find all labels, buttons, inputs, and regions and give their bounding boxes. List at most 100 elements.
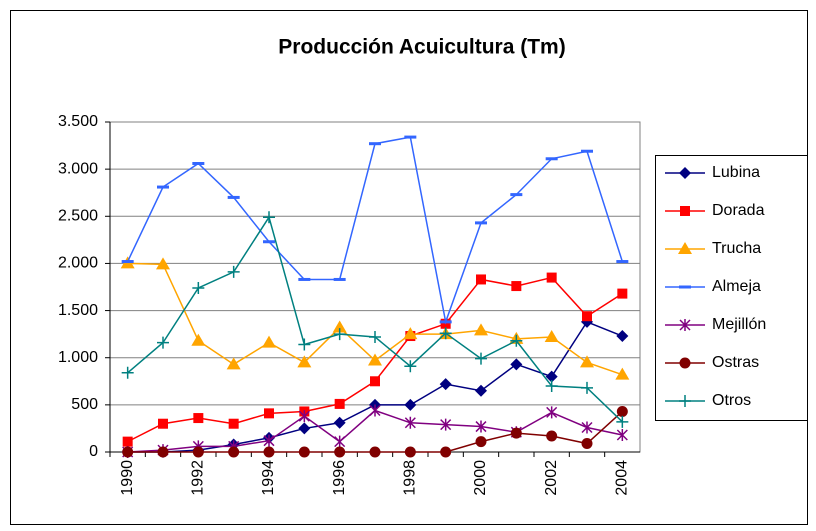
marker — [192, 281, 205, 294]
legend-label: Otros — [712, 392, 751, 409]
marker — [440, 418, 452, 431]
legend-label: Lubina — [712, 164, 760, 181]
marker — [439, 378, 452, 391]
y-tick-label: 1.500 — [58, 302, 98, 319]
marker — [334, 446, 346, 458]
legend-marker — [679, 357, 691, 369]
marker — [404, 360, 417, 373]
x-tick-label: 2000 — [472, 460, 489, 496]
marker — [226, 357, 241, 370]
marker — [581, 438, 593, 450]
marker — [228, 446, 240, 458]
marker — [334, 398, 345, 409]
marker — [404, 416, 416, 429]
legend-marker — [680, 206, 690, 216]
marker — [510, 334, 523, 347]
marker — [157, 336, 169, 349]
marker — [403, 327, 418, 340]
x-tick-label: 1994 — [260, 460, 277, 496]
marker — [332, 320, 347, 333]
marker — [475, 352, 487, 365]
marker — [263, 434, 275, 447]
x-tick-label: 1998 — [402, 460, 419, 496]
marker — [511, 281, 522, 292]
marker — [439, 327, 452, 340]
marker — [545, 370, 558, 383]
marker — [370, 376, 380, 387]
y-tick-label: 3.500 — [58, 113, 98, 130]
legend-marker — [679, 167, 691, 179]
marker — [546, 406, 558, 419]
marker — [263, 446, 275, 458]
legend-label: Trucha — [712, 240, 761, 257]
y-tick-label: 2.500 — [58, 208, 98, 225]
marker — [334, 435, 346, 448]
marker — [298, 422, 311, 435]
legend-marker — [679, 395, 691, 407]
marker — [544, 329, 559, 342]
x-tick-label: 1990 — [119, 460, 136, 496]
marker — [615, 367, 630, 380]
marker — [474, 323, 488, 336]
x-tick-label: 2004 — [614, 460, 631, 496]
marker — [298, 338, 311, 351]
marker — [616, 429, 628, 442]
legend-marker — [678, 242, 692, 254]
marker — [333, 328, 346, 341]
marker — [369, 330, 381, 343]
marker — [475, 436, 487, 448]
legend-label: Ostras — [712, 354, 759, 371]
marker — [616, 405, 628, 417]
marker — [122, 446, 134, 458]
marker — [368, 353, 382, 366]
marker — [263, 211, 275, 224]
marker — [546, 430, 558, 442]
marker — [580, 355, 594, 368]
y-tick-label: 2.000 — [58, 255, 98, 272]
marker — [227, 265, 240, 278]
x-tick-label: 1992 — [190, 460, 207, 496]
marker — [616, 330, 629, 343]
marker — [582, 311, 592, 322]
marker — [191, 333, 206, 346]
marker — [510, 358, 523, 371]
legend-marker — [679, 319, 691, 331]
marker — [510, 427, 522, 439]
marker — [298, 410, 310, 423]
marker — [157, 446, 169, 458]
marker — [297, 355, 312, 368]
marker — [158, 418, 168, 429]
marker — [122, 436, 133, 447]
marker — [192, 446, 204, 458]
x-tick-label: 2002 — [543, 460, 560, 496]
marker — [581, 381, 593, 394]
marker — [121, 366, 134, 379]
marker — [546, 272, 557, 283]
marker — [369, 404, 381, 417]
marker — [298, 446, 310, 458]
marker — [476, 274, 486, 285]
marker — [440, 446, 452, 458]
marker — [156, 257, 170, 270]
marker — [369, 446, 381, 458]
marker — [581, 421, 593, 434]
y-tick-label: 1.000 — [58, 349, 98, 366]
y-tick-label: 3.000 — [58, 160, 98, 177]
marker — [617, 288, 628, 299]
y-tick-label: 0 — [89, 443, 98, 460]
marker — [475, 384, 487, 397]
marker — [545, 380, 558, 392]
y-tick-label: 500 — [71, 396, 98, 413]
legend-label: Almeja — [712, 278, 761, 295]
chart-title: Producción Acuicultura (Tm) — [278, 36, 565, 59]
marker — [404, 446, 416, 458]
marker — [228, 418, 239, 429]
marker — [475, 420, 487, 433]
x-tick-label: 1996 — [331, 460, 348, 496]
legend-label: Dorada — [712, 202, 765, 219]
marker — [616, 415, 629, 428]
marker — [193, 413, 204, 424]
marker — [264, 408, 274, 419]
marker — [262, 335, 276, 348]
